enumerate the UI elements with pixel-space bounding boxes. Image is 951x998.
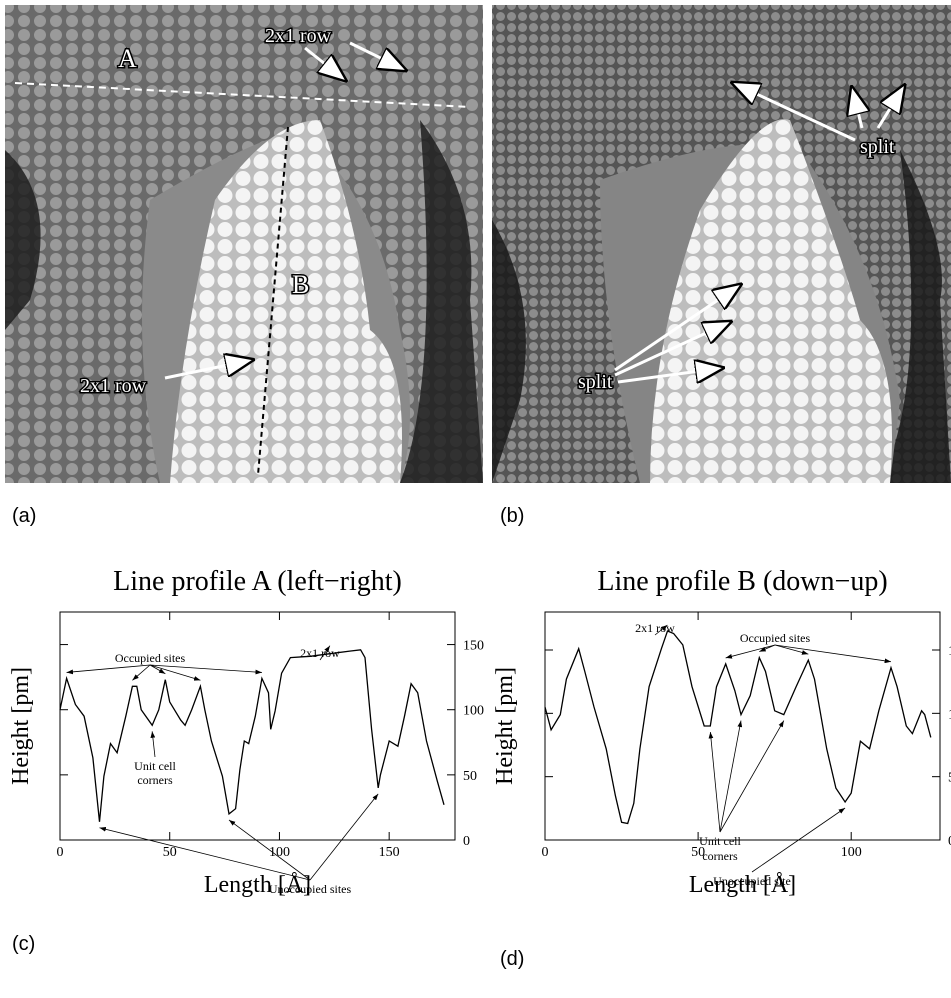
y-axis-label: Height [pm]	[492, 667, 518, 785]
x-tick-label: 0	[542, 845, 549, 860]
annotation-arrow	[228, 819, 311, 881]
annotation: Unoccupied site	[713, 874, 791, 888]
profile-line	[59, 649, 445, 822]
annotation-arrow	[708, 731, 721, 833]
annotation: corners	[137, 773, 173, 787]
y-tick-label: 100	[463, 704, 484, 719]
profile-line	[544, 630, 932, 825]
y-tick-label: 0	[463, 834, 470, 849]
x-tick-label: 100	[841, 845, 862, 860]
annotation: 2x1 row	[80, 375, 147, 397]
annotation: Occupied sites	[115, 651, 186, 665]
x-tick-label: 50	[691, 845, 705, 860]
y-axis-label: Height [pm]	[8, 667, 34, 785]
annotation: Unit cell	[134, 759, 176, 773]
y-tick-label: 100	[948, 707, 951, 722]
x-tick-label: 50	[163, 845, 177, 860]
annotation-arrow	[719, 720, 743, 833]
image-a: A 2x1 row B 2x1 row	[5, 5, 483, 483]
panel-label: (c)	[12, 933, 35, 955]
image-b: split split	[492, 5, 951, 483]
y-tick-label: 50	[463, 769, 477, 784]
annotation-arrow	[759, 644, 776, 652]
panel-label: (b)	[500, 505, 524, 527]
x-tick-label: 100	[269, 845, 290, 860]
image-label: A	[118, 44, 137, 73]
x-tick-label: 0	[57, 845, 64, 860]
y-tick-label: 50	[948, 771, 951, 786]
annotation-arrow	[132, 664, 151, 681]
image-label: B	[292, 270, 309, 299]
annotation-arrow	[654, 624, 668, 636]
y-tick-label: 150	[948, 644, 951, 659]
annotation: Unit cell	[699, 834, 741, 848]
annotation-arrow	[774, 644, 892, 664]
annotation-arrow	[774, 644, 809, 655]
chart-title: Line profile B (down−up)	[597, 566, 887, 597]
annotation-arrow	[719, 720, 785, 833]
plot-frame	[59, 611, 456, 841]
plot-frame	[544, 611, 941, 841]
annotation-arrow	[149, 664, 166, 675]
annotation-arrow	[66, 664, 151, 675]
annotation: split	[578, 371, 613, 393]
annotation: split	[860, 136, 895, 158]
annotation: Unoccupied sites	[269, 882, 352, 896]
y-tick-label: 150	[463, 639, 484, 654]
annotation: corners	[702, 849, 738, 863]
panel-label: (a)	[12, 505, 36, 527]
x-tick-label: 150	[379, 845, 400, 860]
annotation: 2x1 row	[265, 25, 332, 47]
annotation-arrow	[319, 645, 331, 661]
x-axis-label: Length [Å]	[204, 872, 311, 898]
annotation-arrow	[309, 793, 379, 881]
annotation-arrow	[99, 826, 311, 881]
annotation-arrow	[751, 807, 846, 873]
chart-title: Line profile A (left−right)	[113, 566, 402, 597]
y-tick-label: 0	[948, 834, 951, 849]
x-axis-label: Length [Å]	[689, 872, 796, 898]
annotation-arrow	[725, 644, 776, 659]
annotation-arrow	[150, 731, 156, 758]
annotation: Occupied sites	[740, 631, 811, 645]
annotation-arrow	[149, 664, 201, 681]
annotation: 2x1 row	[635, 621, 675, 635]
annotation-arrow	[149, 664, 262, 675]
panel-label: (d)	[500, 948, 524, 970]
annotation: 2x1 row	[300, 646, 340, 660]
